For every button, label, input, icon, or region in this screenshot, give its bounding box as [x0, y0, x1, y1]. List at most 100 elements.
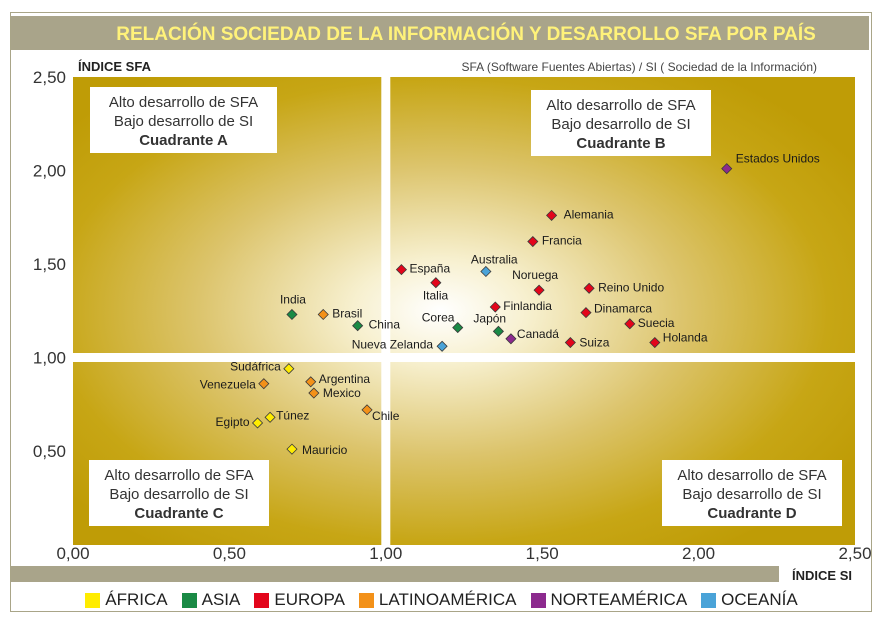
data-point-marker: [721, 163, 733, 175]
chart-title: RELACIÓN SOCIEDAD DE LA INFORMACIÓN Y DE…: [116, 23, 816, 45]
point-reino-unido: Reino Unido: [583, 280, 664, 294]
legend-swatch: [181, 592, 197, 608]
data-point-marker: [308, 387, 320, 399]
x-tick-label: 0,50: [213, 544, 246, 563]
point-chile: Chile: [361, 404, 400, 423]
quadrant-label-line: Alto desarrollo de SFA: [546, 97, 695, 114]
point-dinamarca: Dinamarca: [580, 302, 652, 319]
legend-item-africa: ÁFRICA: [85, 590, 168, 610]
data-point-label: Brasil: [332, 306, 362, 320]
quadrant-label-line: Cuadrante D: [707, 505, 796, 522]
quadrant-label-box: [89, 460, 269, 526]
x-tick-label: 1,00: [369, 544, 402, 563]
quadrant-label-line: Bajo desarrollo de SI: [109, 486, 248, 503]
quadrant-label-line: Bajo desarrollo de SI: [551, 116, 690, 133]
point-mexico: Mexico: [308, 386, 361, 400]
point-venezuela: Venezuela: [200, 378, 270, 392]
x-axis-ticks: 0,00 0,50 1,00 1,50 2,00 2,50: [56, 544, 871, 563]
data-point-marker: [395, 264, 408, 276]
legend-swatch: [358, 592, 374, 608]
legend-item-oceania: OCEANÍA: [701, 590, 798, 610]
data-points: Estados Unidos Alemania Francia España Itali…: [200, 152, 820, 458]
quadrant-d-label: Alto desarrollo de SFA Bajo desarrollo de…: [662, 460, 842, 526]
quadrant-label-line: Bajo desarrollo de SI: [682, 486, 821, 503]
data-point-label: Mexico: [323, 386, 361, 400]
point-noruega: Noruega: [512, 268, 558, 296]
legend-item-latinoamerica: LATINOAMÉRICA: [358, 590, 517, 610]
data-point-label: Venezuela: [200, 378, 256, 392]
y-tick-label: 2,00: [33, 162, 66, 181]
quadrant-label-line: Cuadrante B: [576, 135, 665, 152]
point-italia: Italia: [423, 277, 449, 303]
y-tick-label: 2,50: [33, 68, 66, 87]
quadrant-label-line: Cuadrante A: [139, 132, 228, 149]
point-túnez: Túnez: [264, 408, 309, 423]
data-point-marker: [361, 404, 373, 416]
data-point-label: Reino Unido: [598, 280, 664, 294]
data-point-label: Egipto: [216, 415, 250, 429]
data-point-label: Holanda: [663, 331, 708, 345]
title-banner: [11, 16, 869, 50]
data-point-marker: [352, 320, 364, 332]
data-point-marker: [505, 333, 517, 345]
data-point-marker: [264, 411, 276, 423]
legend-label: OCEANÍA: [721, 590, 798, 609]
data-point-label: Alemania: [564, 207, 614, 221]
y-axis-label: ÍNDICE SFA: [78, 59, 152, 74]
chart-subtitle: SFA (Software Fuentes Abiertas) / SI ( S…: [461, 60, 817, 74]
point-canadá: Canadá: [505, 327, 559, 345]
data-point-label: Corea: [422, 311, 455, 325]
data-point-label: Nueva Zelanda: [352, 337, 434, 351]
data-point-marker: [286, 308, 298, 321]
quadrant-label-line: Alto desarrollo de SFA: [677, 467, 826, 484]
legend-label: LATINOAMÉRICA: [378, 590, 517, 609]
data-point-label: Canadá: [517, 327, 559, 341]
quadrant-label-box: [531, 90, 711, 156]
data-point-marker: [317, 308, 329, 321]
y-tick-label: 1,00: [33, 349, 66, 368]
legend-swatch: [254, 592, 270, 608]
quadrant-label-line: Cuadrante C: [134, 505, 223, 522]
data-point-label: Chile: [372, 409, 400, 423]
point-china: China: [352, 318, 401, 332]
data-point-marker: [533, 284, 545, 296]
quadrant-c-label: Alto desarrollo de SFA Bajo desarrollo de…: [89, 460, 269, 526]
data-point-label: Suiza: [579, 336, 609, 350]
quadrant-label-box: [90, 87, 277, 153]
point-japón: Japón: [473, 311, 506, 337]
quadrant-label-line: Bajo desarrollo de SI: [114, 113, 253, 130]
quadrant-a-label: Alto desarrollo de SFA Bajo desarrollo de…: [90, 87, 277, 153]
data-point-label: India: [280, 292, 306, 306]
data-point-label: Argentina: [319, 372, 371, 386]
legend-swatch: [85, 592, 101, 608]
data-point-label: Túnez: [276, 408, 309, 422]
data-point-label: Noruega: [512, 268, 558, 282]
data-point-label: España: [409, 262, 450, 276]
y-axis-ticks: 0,50 1,00 1,50 2,00 2,50: [33, 68, 66, 461]
point-estados-unidos: Estados Unidos: [721, 152, 820, 175]
point-suiza: Suiza: [564, 336, 610, 350]
data-point-marker: [527, 235, 539, 248]
point-corea: Corea: [422, 311, 464, 334]
point-suecia: Suecia: [624, 316, 675, 330]
legend-item-norteamerica: NORTEAMÉRICA: [530, 590, 687, 610]
point-brasil: Brasil: [317, 306, 362, 321]
data-point-marker: [286, 443, 298, 455]
data-point-marker: [305, 376, 317, 388]
data-point-label: Australia: [471, 252, 518, 266]
point-sudáfrica: Sudáfrica: [230, 360, 295, 375]
data-point-marker: [564, 336, 576, 349]
x-tick-label: 2,50: [838, 544, 871, 563]
point-holanda: Holanda: [649, 331, 708, 349]
legend-label: ASIA: [201, 590, 241, 609]
data-point-marker: [251, 417, 264, 429]
data-point-label: China: [369, 318, 401, 332]
data-point-marker: [430, 277, 442, 289]
data-point-label: Dinamarca: [594, 302, 652, 316]
quadrant-label-line: Alto desarrollo de SFA: [104, 467, 253, 484]
quadrant-label-line: Alto desarrollo de SFA: [109, 94, 258, 111]
data-point-label: Mauricio: [302, 443, 348, 457]
x-tick-label: 2,00: [682, 544, 715, 563]
data-point-label: Finlandia: [503, 299, 552, 313]
